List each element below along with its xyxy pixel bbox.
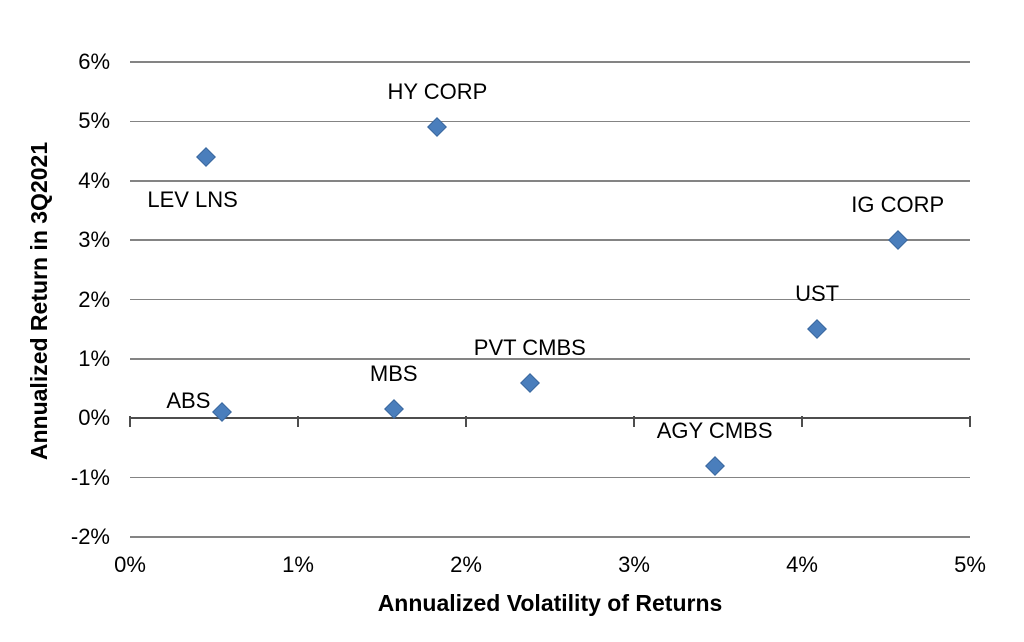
y-gridline [130, 536, 970, 538]
x-axis-tick [969, 416, 971, 428]
y-tick-label: -1% [70, 464, 110, 490]
y-gridline [130, 180, 970, 182]
x-axis-tick [801, 416, 803, 428]
x-axis-line [130, 417, 970, 420]
y-tick-label: -2% [70, 524, 110, 549]
x-tick-label: 0% [114, 552, 146, 577]
data-point-marker [887, 230, 908, 251]
x-tick-label: 4% [786, 552, 818, 577]
x-axis-tick [633, 416, 635, 428]
y-tick-label: 5% [78, 108, 110, 134]
data-point-label: ABS [166, 388, 211, 414]
x-tick-label: 3% [618, 552, 650, 577]
data-point-label: LEV LNS [147, 187, 238, 212]
data-point-label: IG CORP [851, 192, 945, 218]
data-point-label: PVT CMBS [473, 334, 586, 360]
y-gridline [130, 358, 970, 360]
data-point-label: MBS [369, 361, 418, 387]
y-gridline [130, 239, 970, 241]
data-point-label: UST [795, 281, 840, 307]
y-tick-label: 1% [78, 345, 110, 371]
data-point-marker [807, 319, 828, 340]
y-tick-label: 4% [78, 167, 110, 193]
y-tick-label: 0% [78, 405, 110, 431]
y-tick-label: 6% [78, 49, 110, 74]
y-gridline [130, 476, 970, 479]
y-tick-label: 2% [78, 286, 110, 312]
x-axis-tick [297, 416, 299, 428]
y-tick-label: 3% [78, 227, 110, 253]
y-gridline [130, 120, 970, 123]
data-point-marker [519, 372, 540, 393]
x-tick-label: 1% [282, 552, 314, 577]
x-axis-title: Annualized Volatility of Returns [377, 590, 723, 616]
x-axis-tick [129, 416, 131, 428]
data-point-marker [195, 147, 216, 167]
x-tick-label: 2% [450, 552, 482, 577]
y-gridline [130, 61, 970, 63]
data-point-marker [704, 455, 725, 476]
x-axis-tick [465, 416, 467, 428]
data-point-label: AGY CMBS [656, 417, 773, 443]
y-gridline [130, 298, 970, 301]
x-tick-label: 5% [954, 552, 986, 577]
data-point-label: HY CORP [387, 79, 488, 105]
